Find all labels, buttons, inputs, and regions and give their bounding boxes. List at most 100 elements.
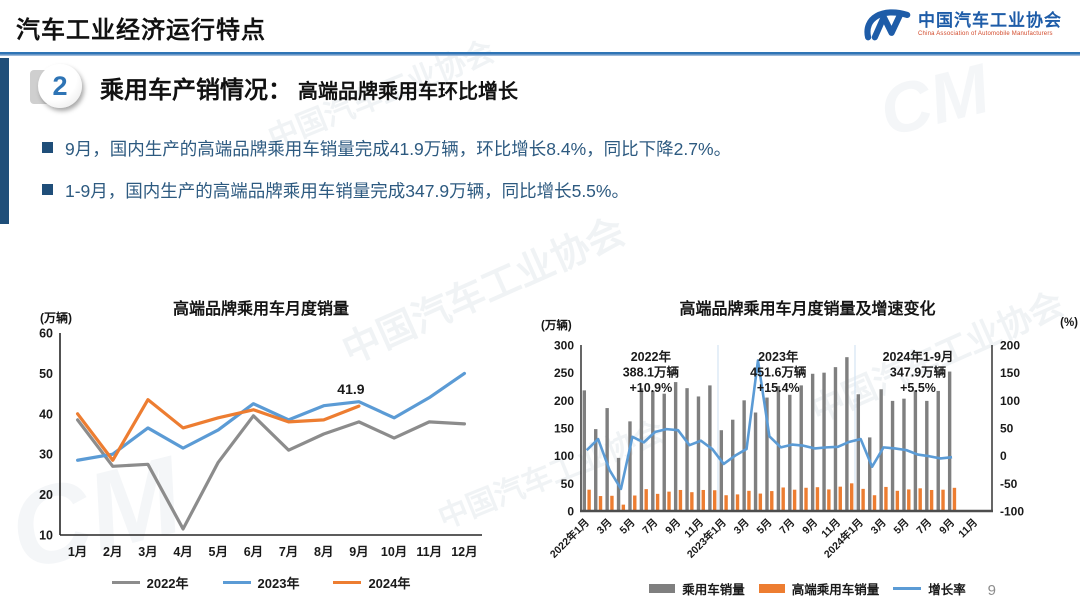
x-tick-label: 5月 — [754, 517, 774, 537]
bar-premium-sales — [838, 486, 842, 511]
bullet-square-icon — [42, 184, 53, 195]
axes — [59, 333, 482, 536]
right-chart-title: 高端品牌乘用车月度销量及增速变化 — [679, 301, 936, 318]
bar-premium-sales — [644, 489, 648, 511]
bullet-point: 1-9月，国内生产的高端品牌乘用车销量完成347.9万辆，同比增长5.5%。 — [42, 178, 1032, 203]
right-y-tick-label: 200 — [1000, 339, 1020, 353]
legend-item: 2022年 — [111, 573, 189, 592]
annotation-line: 388.1万辆 — [623, 365, 680, 380]
bar-passenger-sales — [662, 393, 666, 511]
x-tick-label: 2022年1月 — [547, 516, 592, 561]
x-tick-label: 2月 — [103, 545, 122, 559]
x-tick-label: 9月 — [663, 517, 683, 537]
bar-premium-sales — [655, 493, 660, 511]
logo-org-subtitle: China Association of Automobile Manufact… — [918, 31, 1053, 38]
bar-premium-sales — [598, 496, 603, 511]
x-tick-label: 3月 — [869, 517, 889, 537]
x-tick-label: 7月 — [279, 545, 298, 559]
annotation-line: 451.6万辆 — [750, 365, 807, 380]
monthly-sales-line-chart: 高端品牌乘用车月度销量 (万辆) 10 20 30 40 50 60 1月 2月 3月 4月 5月 6… — [26, 295, 496, 607]
bar-premium-sales — [724, 495, 728, 511]
bar-passenger-sales — [799, 385, 803, 511]
y-tick-label: 50 — [39, 367, 53, 381]
y-tick-label: 30 — [39, 448, 53, 462]
x-tick-label: 5月 — [209, 545, 228, 559]
legend-swatch — [111, 581, 140, 584]
section-number-badge: 2 — [30, 64, 82, 110]
x-tick-label: 3月 — [138, 545, 157, 559]
annotation-line: 2023年 — [758, 349, 799, 364]
bar-passenger-sales — [776, 385, 781, 511]
bar-passenger-sales — [936, 390, 940, 511]
annotation-line: +10.9% — [629, 381, 672, 395]
section-subtitle: 高端品牌乘用车环比增长 — [298, 80, 518, 103]
bullet-square-icon — [42, 142, 53, 153]
bar-passenger-sales — [651, 390, 655, 511]
section-heading: 2 乘用车产销情况： 高端品牌乘用车环比增长 — [30, 64, 518, 110]
bar-premium-sales — [895, 490, 900, 511]
x-tick-label: 10月 — [381, 545, 407, 559]
cama-logo: 中国汽车工业协会 China Association of Automobile… — [860, 6, 1062, 44]
cama-logo-mark-icon — [864, 9, 911, 41]
bar-passenger-sales — [822, 372, 826, 511]
right-y-tick-label: 50 — [1000, 422, 1014, 436]
left-y-tick-label: 50 — [561, 477, 575, 491]
series-2024年 — [75, 398, 361, 462]
legend-label: 乘用车销量 — [682, 583, 745, 597]
bar-passenger-sales — [742, 400, 746, 511]
bar-passenger-sales — [594, 429, 598, 511]
annotation-line: 347.9万辆 — [890, 365, 947, 380]
bar-passenger-sales — [753, 412, 758, 511]
bar-passenger-sales — [947, 371, 952, 511]
bar-passenger-sales — [639, 388, 644, 511]
left-chart-title: 高端品牌乘用车月度销量 — [172, 301, 349, 318]
annotation-line: 2022年 — [631, 349, 672, 364]
left-y-tick-label: 300 — [554, 339, 574, 353]
left-chart-legend: 2022年 2023年 2024年 — [26, 573, 496, 592]
legend-swatch — [333, 581, 362, 584]
legend-swatch — [758, 584, 785, 593]
bar-premium-sales — [907, 489, 911, 511]
y-tick-label: 10 — [39, 529, 53, 543]
left-chart-unit-label: (万辆) — [40, 311, 72, 325]
left-y-tick-label: 0 — [567, 505, 574, 519]
bullet-text: 1-9月，国内生产的高端品牌乘用车销量完成347.9万辆，同比增长5.5%。 — [65, 181, 629, 201]
x-tick-label: 3月 — [595, 517, 615, 537]
legend-label: 2024年 — [368, 576, 411, 591]
axes — [580, 345, 993, 513]
x-tick-label: 5月 — [891, 517, 911, 537]
legend-label: 增长率 — [928, 583, 966, 597]
legend-swatch — [649, 584, 676, 593]
x-tick-label: 8月 — [314, 545, 333, 559]
x-tick-label: 9月 — [349, 545, 368, 559]
bar-passenger-sales — [685, 388, 689, 511]
x-tick-label: 11月 — [416, 545, 442, 559]
right-chart-legend: 乘用车销量 高端乘用车销量 增长率 — [535, 579, 1080, 598]
legend-swatch — [222, 581, 251, 584]
section-title: 乘用车产销情况： — [100, 76, 292, 104]
bar-premium-sales — [884, 486, 888, 511]
legend-item: 2024年 — [333, 573, 410, 592]
bar-premium-sales — [815, 487, 820, 511]
bar-premium-sales — [918, 488, 922, 511]
bar-premium-sales — [712, 490, 717, 511]
legend-item: 乘用车销量 — [649, 579, 745, 598]
sales-growth-combo-chart: 高端品牌乘用车月度销量及增速变化 (万辆) (%) 0 50 100 150 200 25… — [535, 295, 1080, 607]
annotation-line: +5.5% — [900, 381, 936, 395]
legend-label: 高端乘用车销量 — [791, 583, 880, 597]
bar-passenger-sales — [765, 397, 769, 511]
bar-passenger-sales — [731, 419, 735, 511]
legend-label: 2023年 — [257, 576, 300, 591]
bar-premium-sales — [678, 489, 683, 511]
left-y-tick-label: 250 — [554, 366, 574, 380]
series-2022年 — [75, 414, 467, 531]
left-accent-bar — [0, 58, 9, 224]
x-tick-label: 6月 — [244, 545, 263, 559]
bar-passenger-sales — [833, 367, 838, 511]
bar-premium-sales — [770, 491, 774, 511]
bar-passenger-sales — [696, 396, 701, 511]
left-y-tick-label: 200 — [554, 394, 574, 408]
bar-premium-sales — [747, 490, 751, 511]
data-label: 41.9 — [337, 381, 364, 397]
legend-item: 高端乘用车销量 — [758, 579, 880, 598]
